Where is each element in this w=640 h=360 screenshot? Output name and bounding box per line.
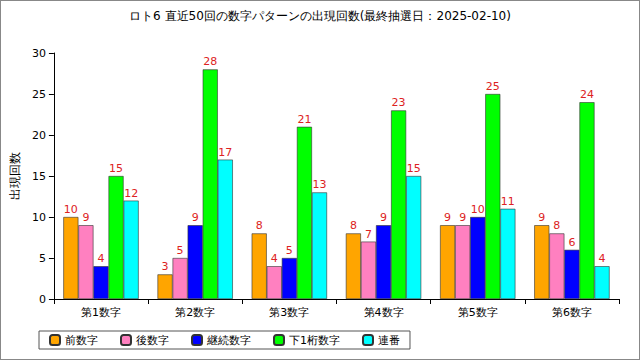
svg-text:7: 7 (365, 228, 372, 241)
svg-text:9: 9 (444, 211, 451, 224)
svg-text:連番: 連番 (378, 334, 400, 347)
svg-text:5: 5 (286, 244, 293, 257)
svg-text:9: 9 (82, 211, 89, 224)
svg-text:9: 9 (380, 211, 387, 224)
svg-text:15: 15 (109, 162, 123, 175)
svg-text:30: 30 (32, 47, 46, 60)
svg-text:8: 8 (256, 219, 263, 232)
svg-text:0: 0 (39, 293, 46, 306)
svg-text:第4数字: 第4数字 (364, 306, 404, 319)
svg-text:10: 10 (32, 211, 46, 224)
svg-text:11: 11 (501, 195, 515, 208)
svg-text:15: 15 (407, 162, 421, 175)
svg-text:ロト6 直近50回の数字パターンの出現回数(最終抽選日：20: ロト6 直近50回の数字パターンの出現回数(最終抽選日：2025-02-10) (129, 9, 511, 23)
svg-text:4: 4 (599, 252, 606, 265)
svg-text:出現回数: 出現回数 (8, 152, 22, 200)
svg-text:下1桁数字: 下1桁数字 (289, 334, 340, 347)
svg-text:5: 5 (177, 244, 184, 257)
svg-text:15: 15 (32, 170, 46, 183)
svg-text:継続数字: 継続数字 (206, 334, 251, 347)
svg-text:第1数字: 第1数字 (81, 306, 121, 319)
svg-text:21: 21 (297, 113, 311, 126)
svg-text:8: 8 (553, 219, 560, 232)
svg-text:9: 9 (538, 211, 545, 224)
svg-text:第5数字: 第5数字 (458, 306, 498, 319)
svg-text:第2数字: 第2数字 (175, 306, 215, 319)
svg-text:8: 8 (350, 219, 357, 232)
svg-text:5: 5 (39, 252, 46, 265)
svg-text:第6数字: 第6数字 (552, 306, 592, 319)
svg-text:10: 10 (471, 203, 485, 216)
svg-text:10: 10 (64, 203, 78, 216)
svg-text:25: 25 (32, 88, 46, 101)
svg-text:23: 23 (392, 96, 406, 109)
svg-text:後数字: 後数字 (136, 334, 169, 347)
svg-text:第3数字: 第3数字 (269, 306, 309, 319)
svg-text:17: 17 (218, 146, 232, 159)
svg-text:4: 4 (97, 252, 104, 265)
svg-text:3: 3 (162, 260, 169, 273)
svg-text:4: 4 (271, 252, 278, 265)
svg-text:前数字: 前数字 (65, 334, 98, 347)
svg-text:12: 12 (124, 187, 138, 200)
svg-text:20: 20 (32, 129, 46, 142)
svg-text:9: 9 (459, 211, 466, 224)
svg-text:28: 28 (203, 55, 217, 68)
svg-text:24: 24 (580, 88, 594, 101)
svg-text:9: 9 (192, 211, 199, 224)
svg-text:25: 25 (486, 80, 500, 93)
svg-text:6: 6 (568, 236, 575, 249)
svg-text:13: 13 (312, 178, 326, 191)
